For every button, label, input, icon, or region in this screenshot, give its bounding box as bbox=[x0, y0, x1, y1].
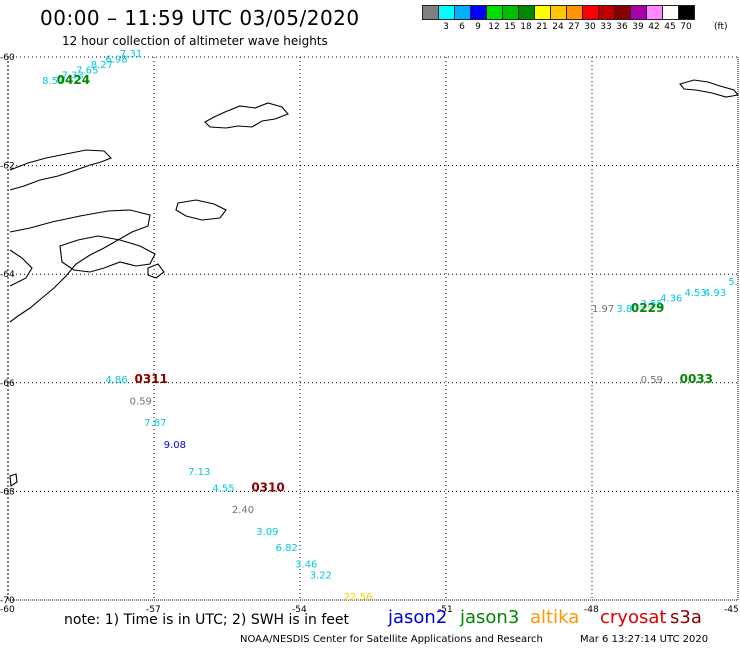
pass-time-label: 0229 bbox=[631, 301, 664, 315]
color-scale-label: 70 bbox=[680, 22, 692, 32]
wave-height-value: 7.65 bbox=[76, 65, 98, 76]
coastline-south-shetland-islands bbox=[204, 102, 289, 129]
wave-height-value: 6.98 bbox=[105, 54, 127, 65]
color-scale-label: 18 bbox=[520, 22, 532, 32]
wave-height-value: 0.59 bbox=[130, 397, 152, 408]
color-scale-label: 6 bbox=[459, 22, 465, 32]
satellite-legend-altika: altika bbox=[530, 607, 580, 628]
longitude-label: -57 bbox=[146, 605, 161, 615]
latitude-label: -66 bbox=[0, 379, 15, 389]
color-scale-label: 12 bbox=[488, 22, 500, 32]
footer-credit: NOAA/NESDIS Center for Satellite Applica… bbox=[240, 634, 543, 645]
graticule bbox=[7, 56, 739, 601]
wave-height-value: 4.36 bbox=[660, 293, 682, 304]
latitude-label: -68 bbox=[0, 487, 15, 497]
coastline-antarctic-peninsula bbox=[59, 235, 156, 273]
satellite-legend-jason3: jason3 bbox=[460, 607, 520, 628]
color-scale-label: 9 bbox=[475, 22, 481, 32]
wave-height-value: 3.09 bbox=[256, 527, 278, 538]
wave-height-observations: 7.316.988.277.657.338.574.860.597.879.08… bbox=[42, 49, 738, 603]
wave-height-value: 4.93 bbox=[704, 288, 726, 299]
wave-height-value: 8.27 bbox=[91, 60, 113, 71]
color-scale-label: 42 bbox=[648, 22, 660, 32]
wave-height-value: 3.22 bbox=[310, 570, 332, 581]
color-scale-bar bbox=[422, 5, 695, 20]
color-scale-label: 27 bbox=[568, 22, 580, 32]
axis-labels: -60 -57 -54 -51 -48 -45 -60 -62 -64 -66 -68 -70 bbox=[0, 53, 739, 615]
wave-height-value: 5. bbox=[728, 277, 738, 288]
longitude-label: -51 bbox=[438, 605, 453, 615]
wave-height-value: 7.87 bbox=[144, 418, 166, 429]
color-scale-swatch bbox=[678, 5, 695, 20]
coastline-antarctic-peninsula bbox=[9, 149, 112, 191]
color-scale-label: 33 bbox=[600, 22, 612, 32]
map-frame bbox=[7, 56, 739, 601]
wave-height-value: 22.56 bbox=[344, 592, 373, 603]
footer-timestamp: Mar 6 13:27:14 UTC 2020 bbox=[580, 634, 709, 645]
latitude-label: -64 bbox=[0, 270, 15, 280]
color-scale-labels: 3 6 9 12 15 18 21 24 27 30 33 36 39 42 45 70 bbox=[422, 22, 694, 32]
satellite-legend-jason2: jason2 bbox=[388, 607, 448, 628]
wave-height-value: 0.59 bbox=[641, 375, 663, 386]
pass-time-label: 0310 bbox=[251, 480, 284, 494]
color-scale-label: 15 bbox=[504, 22, 516, 32]
satellite-legend-cryosat: cryosat bbox=[600, 607, 667, 628]
pass-time-label: 0311 bbox=[135, 372, 168, 386]
wave-height-value: 3.80 bbox=[616, 304, 638, 315]
coastline bbox=[9, 79, 740, 487]
latitude-label: -62 bbox=[0, 162, 15, 172]
longitude-label: -45 bbox=[724, 605, 739, 615]
wave-height-value: 4.55 bbox=[212, 483, 234, 494]
pass-time-label: 0424 bbox=[57, 73, 90, 87]
coastline-antarctic-peninsula bbox=[175, 199, 227, 221]
color-scale-label: 36 bbox=[616, 22, 628, 32]
color-scale-label: 3 bbox=[443, 22, 449, 32]
coastline-antarctic-peninsula bbox=[147, 263, 165, 279]
coastline-small-island bbox=[9, 473, 18, 487]
longitude-label: -48 bbox=[584, 605, 599, 615]
coastline-antarctic-peninsula bbox=[9, 209, 151, 323]
wave-height-value: 1.97 bbox=[592, 304, 614, 315]
wave-height-value: 3.55 bbox=[641, 299, 663, 310]
color-scale-label: 39 bbox=[632, 22, 644, 32]
scale-unit: (ft) bbox=[714, 22, 728, 32]
color-scale-label: 21 bbox=[536, 22, 548, 32]
wave-height-value: 7.31 bbox=[120, 49, 142, 60]
color-scale-label: 30 bbox=[584, 22, 596, 32]
longitude-label: -60 bbox=[0, 605, 15, 615]
wave-height-value: 4.86 bbox=[105, 375, 127, 386]
longitude-label: -54 bbox=[292, 605, 307, 615]
legend-note: note: 1) Time is in UTC; 2) SWH is in fe… bbox=[64, 612, 350, 628]
pass-time-label: 0033 bbox=[680, 372, 713, 386]
satellite-pass-times: 0424 0311 0310 0229 0033 bbox=[57, 73, 713, 494]
coastline-south-orkney-islands bbox=[679, 79, 740, 98]
wave-height-value: 7.13 bbox=[188, 467, 210, 478]
wave-height-value: 2.40 bbox=[232, 505, 254, 516]
color-scale-label: 24 bbox=[552, 22, 564, 32]
wave-height-value: 3.46 bbox=[295, 559, 317, 570]
map-title: 00:00 – 11:59 UTC 03/05/2020 bbox=[40, 6, 360, 30]
wave-height-value: 7.33 bbox=[62, 71, 84, 82]
color-scale-label: 45 bbox=[664, 22, 676, 32]
wave-height-value: 9.08 bbox=[164, 440, 186, 451]
coastline-antarctic-peninsula bbox=[9, 249, 33, 287]
wave-height-value: 8.57 bbox=[42, 76, 64, 87]
latitude-label: -70 bbox=[0, 596, 15, 606]
map-subtitle: 12 hour collection of altimeter wave hei… bbox=[62, 34, 328, 48]
wave-height-value: 6.82 bbox=[276, 543, 298, 554]
latitude-label: -60 bbox=[0, 53, 15, 63]
satellite-legend-s3a: s3a bbox=[670, 607, 702, 628]
wave-height-value: 4.53 bbox=[684, 288, 706, 299]
